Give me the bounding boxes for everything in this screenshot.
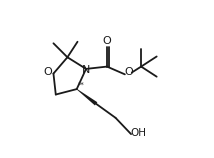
Text: O: O (103, 36, 111, 46)
Text: **: ** (78, 82, 85, 88)
Polygon shape (77, 89, 97, 105)
Text: N: N (82, 65, 91, 75)
Text: O: O (124, 67, 133, 77)
Text: O: O (43, 67, 52, 77)
Text: OH: OH (131, 128, 147, 138)
